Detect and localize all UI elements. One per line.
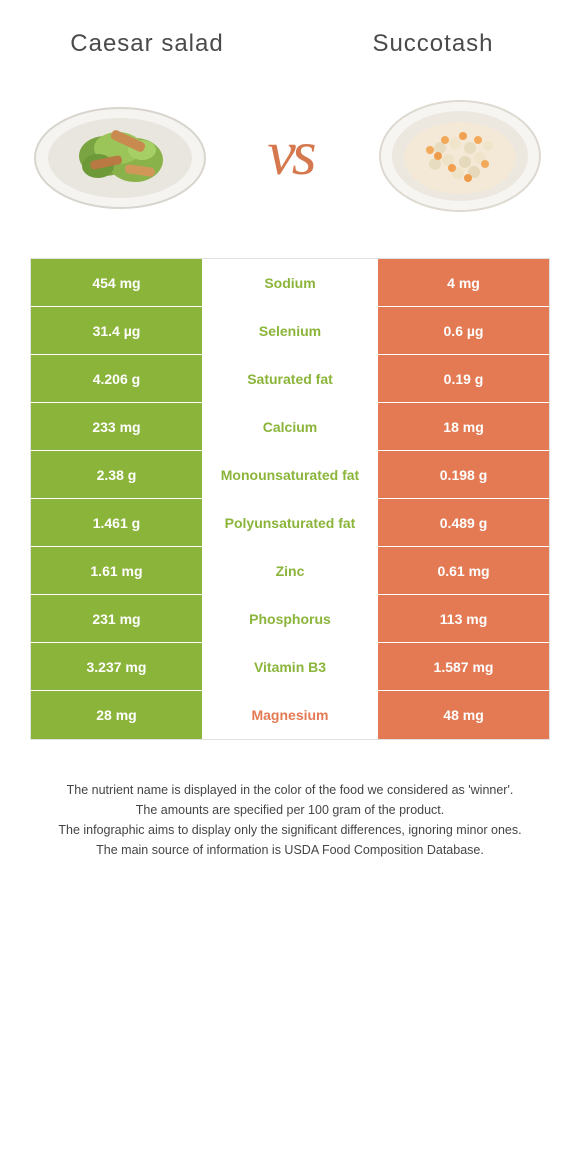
left-value: 454 mg [31,259,202,306]
nutrient-name: Phosphorus [202,595,378,642]
right-value: 0.489 g [378,499,549,546]
right-value: 4 mg [378,259,549,306]
images-row: vs [30,88,550,218]
footer-line: The amounts are specified per 100 gram o… [30,800,550,820]
left-value: 231 mg [31,595,202,642]
left-food-title: Caesar salad [30,30,264,58]
right-food-title: Succotash [316,30,550,58]
table-row: 1.61 mgZinc0.61 mg [31,547,549,595]
comparison-table: 454 mgSodium4 mg31.4 µgSelenium0.6 µg4.2… [30,258,550,740]
footer-line: The infographic aims to display only the… [30,820,550,840]
vs-label: vs [267,116,312,190]
footer-line: The main source of information is USDA F… [30,840,550,860]
left-value: 4.206 g [31,355,202,402]
right-value: 0.198 g [378,451,549,498]
left-value: 2.38 g [31,451,202,498]
left-food-image [30,88,210,218]
left-value: 233 mg [31,403,202,450]
left-value: 31.4 µg [31,307,202,354]
right-value: 0.61 mg [378,547,549,594]
right-value: 18 mg [378,403,549,450]
table-row: 233 mgCalcium18 mg [31,403,549,451]
table-row: 3.237 mgVitamin B31.587 mg [31,643,549,691]
table-row: 231 mgPhosphorus113 mg [31,595,549,643]
right-value: 1.587 mg [378,643,549,690]
footer-line: The nutrient name is displayed in the co… [30,780,550,800]
nutrient-name: Vitamin B3 [202,643,378,690]
table-row: 1.461 gPolyunsaturated fat0.489 g [31,499,549,547]
table-row: 31.4 µgSelenium0.6 µg [31,307,549,355]
right-value: 0.19 g [378,355,549,402]
nutrient-name: Magnesium [202,691,378,739]
right-value: 48 mg [378,691,549,739]
table-row: 4.206 gSaturated fat0.19 g [31,355,549,403]
left-value: 1.461 g [31,499,202,546]
table-row: 454 mgSodium4 mg [31,259,549,307]
nutrient-name: Sodium [202,259,378,306]
left-value: 3.237 mg [31,643,202,690]
right-food-image [370,88,550,218]
table-row: 28 mgMagnesium48 mg [31,691,549,739]
nutrient-name: Calcium [202,403,378,450]
nutrient-name: Zinc [202,547,378,594]
nutrient-name: Monounsaturated fat [202,451,378,498]
titles-row: Caesar salad Succotash [30,30,550,58]
nutrient-name: Selenium [202,307,378,354]
table-row: 2.38 gMonounsaturated fat0.198 g [31,451,549,499]
right-value: 113 mg [378,595,549,642]
nutrient-name: Saturated fat [202,355,378,402]
left-value: 1.61 mg [31,547,202,594]
right-value: 0.6 µg [378,307,549,354]
footer-notes: The nutrient name is displayed in the co… [30,780,550,860]
nutrient-name: Polyunsaturated fat [202,499,378,546]
left-value: 28 mg [31,691,202,739]
